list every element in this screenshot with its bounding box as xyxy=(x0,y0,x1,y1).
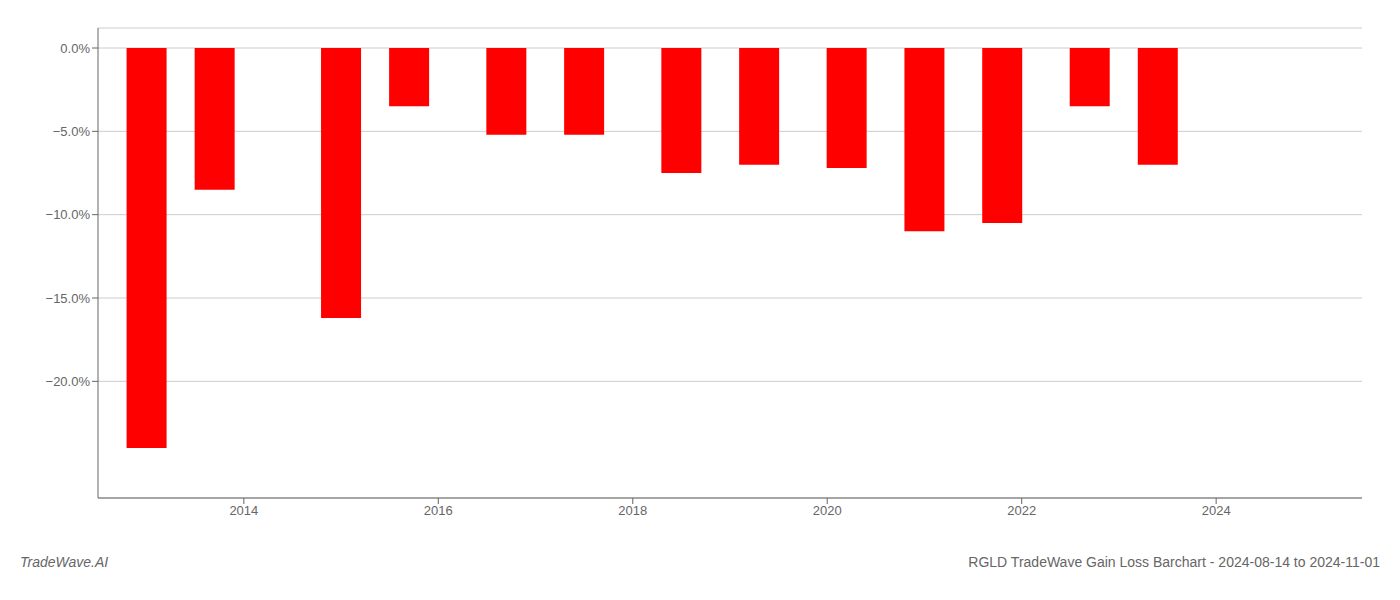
html-text:TradeWave.AI: TradeWave.AI xyxy=(20,554,109,570)
svg-text:2022: 2022 xyxy=(1007,503,1036,518)
svg-text:2024: 2024 xyxy=(1202,503,1231,518)
svg-text:−5.0%: −5.0% xyxy=(53,124,91,139)
svg-text:2020: 2020 xyxy=(813,503,842,518)
svg-text:−15.0%: −15.0% xyxy=(46,291,91,306)
svg-text:2018: 2018 xyxy=(618,503,647,518)
svg-text:−10.0%: −10.0% xyxy=(46,207,91,222)
svg-text:−20.0%: −20.0% xyxy=(46,374,91,389)
svg-text:2016: 2016 xyxy=(424,503,453,518)
svg-text:2014: 2014 xyxy=(229,503,258,518)
html-text:RGLD TradeWave Gain Loss Barch: RGLD TradeWave Gain Loss Barchart - 2024… xyxy=(968,554,1380,570)
svg-text:0.0%: 0.0% xyxy=(60,41,90,56)
